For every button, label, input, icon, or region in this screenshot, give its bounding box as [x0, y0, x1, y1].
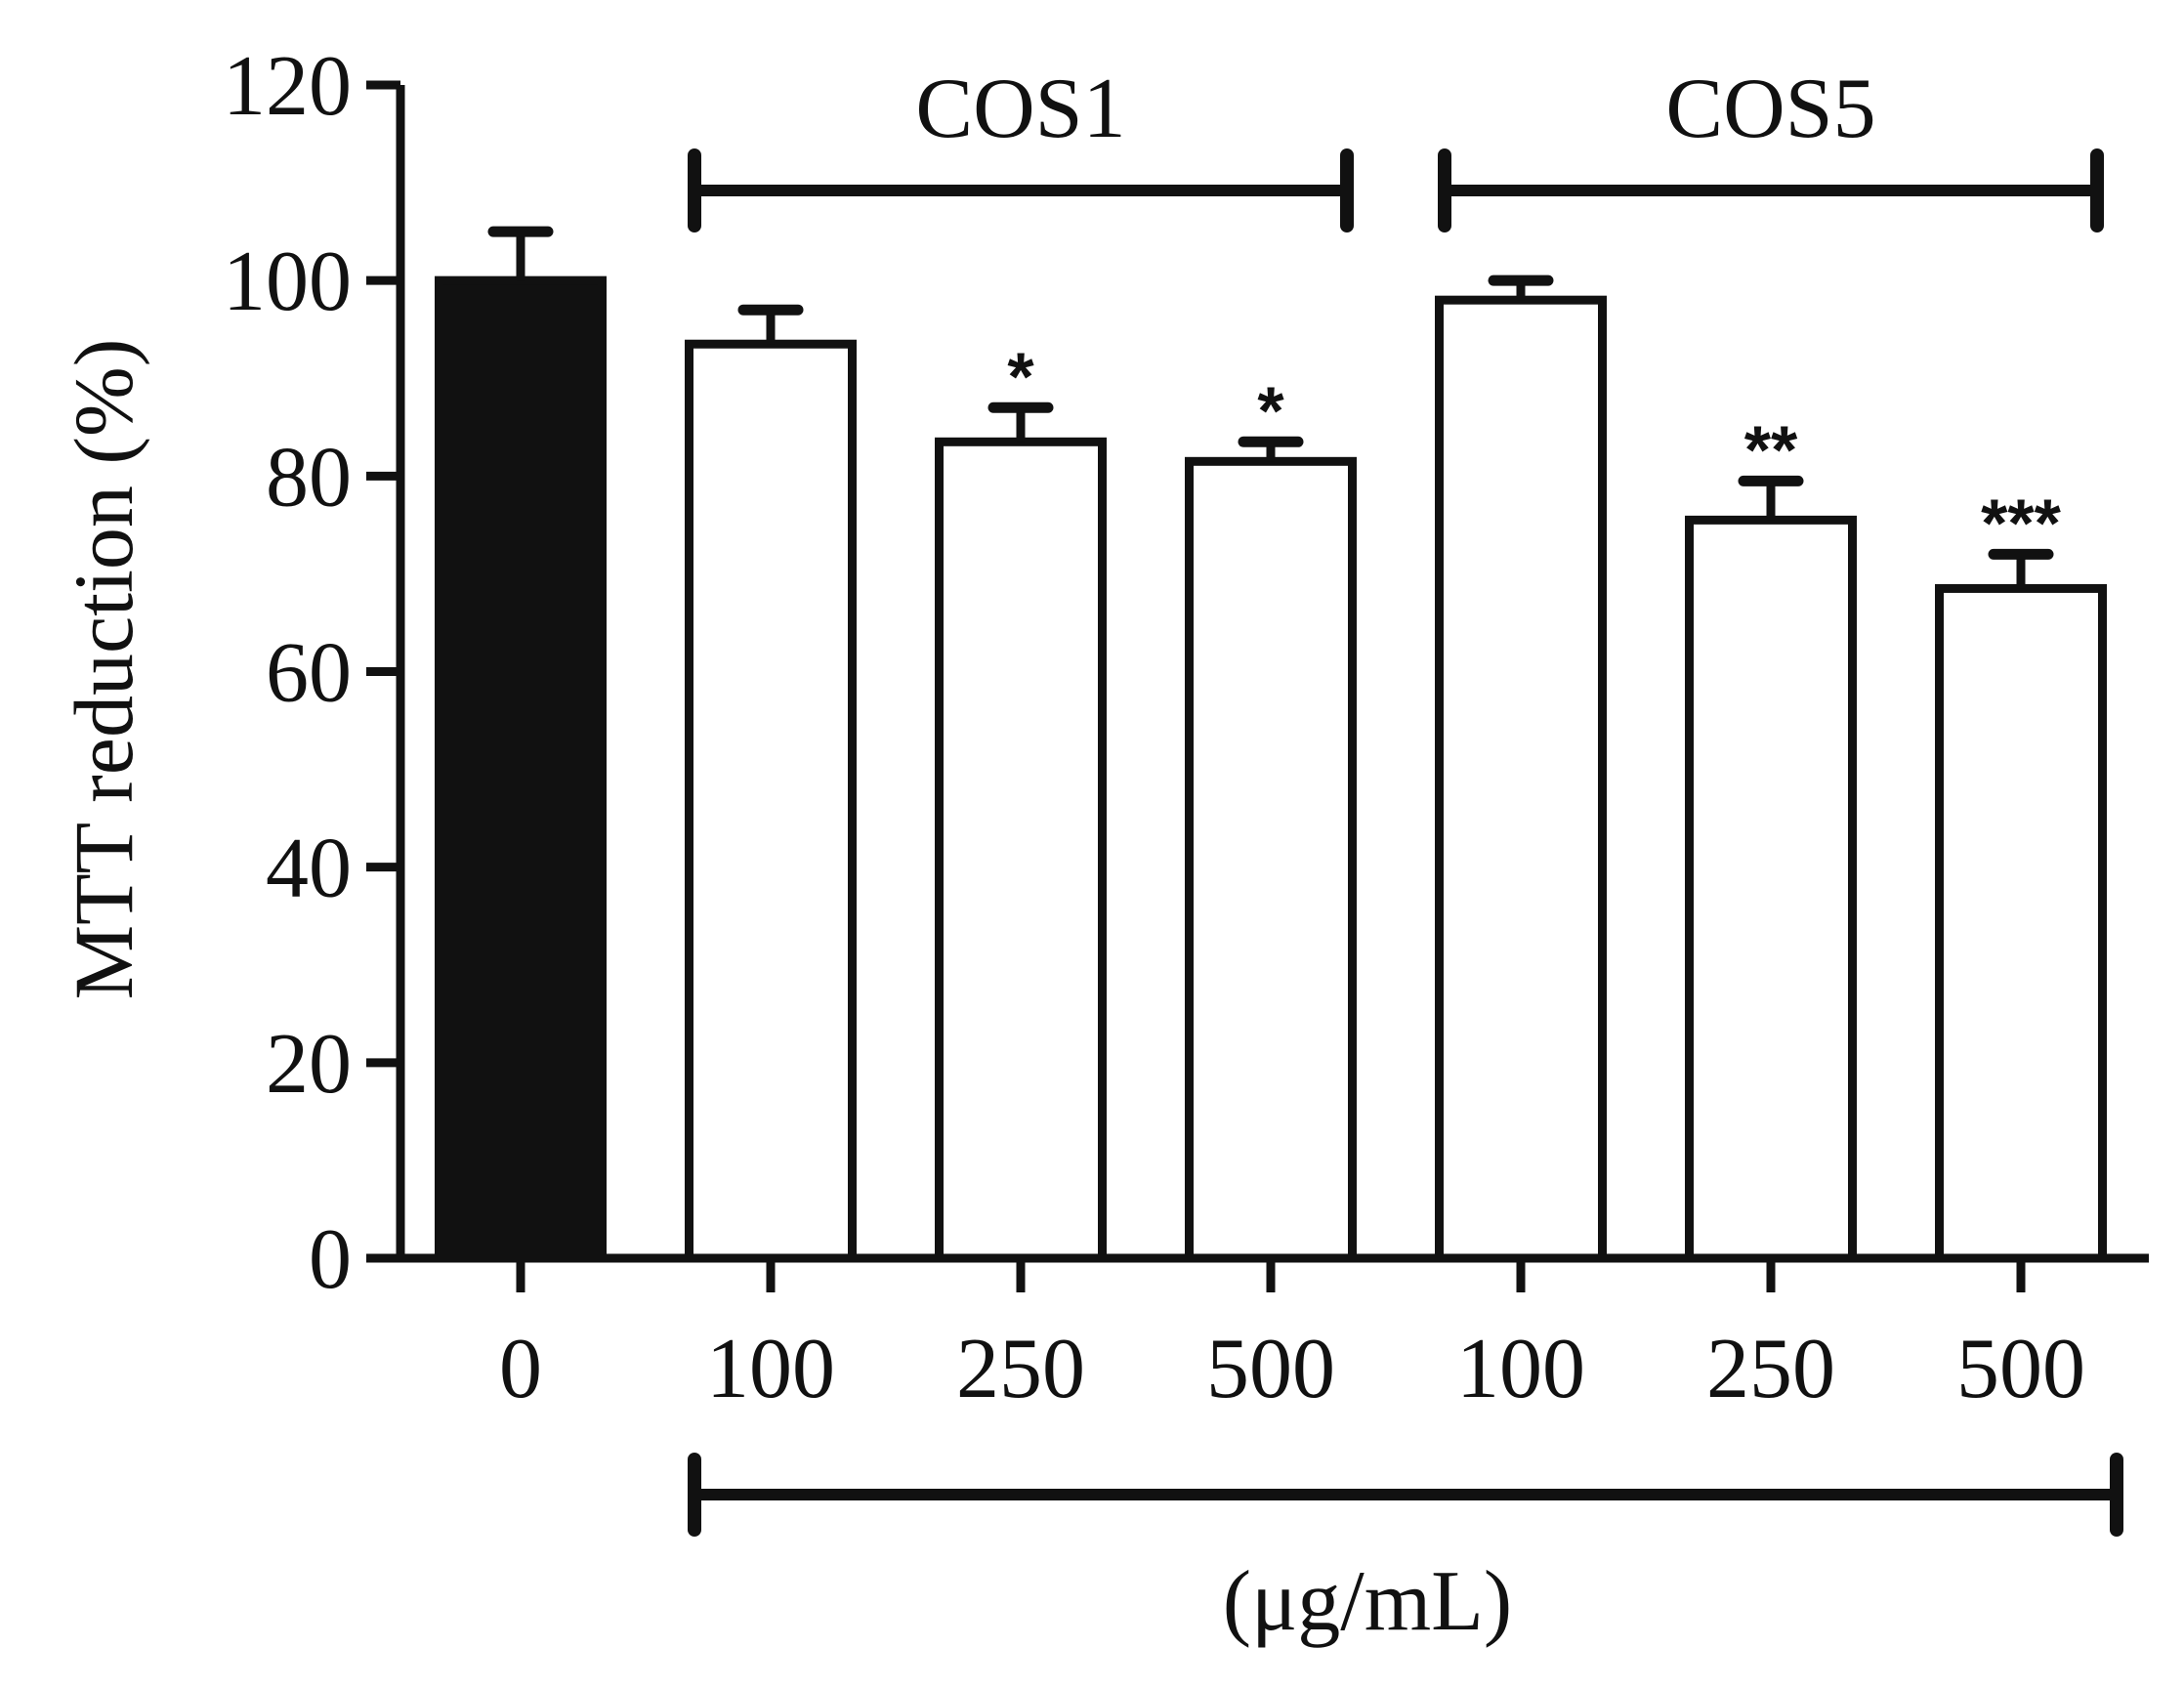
x-tick-label-6: 500: [1956, 1322, 2085, 1416]
x-tick-label-4: 100: [1456, 1322, 1585, 1416]
x-tick-label-0: 0: [499, 1322, 542, 1416]
y-tick-label-60: 60: [266, 626, 352, 721]
significance-marker-6: ***: [1981, 485, 2061, 561]
x-tick-label-5: 250: [1706, 1322, 1835, 1416]
significance-marker-5: **: [1744, 411, 1798, 487]
y-tick-label-20: 20: [266, 1017, 352, 1112]
significance-marker-3: *: [1257, 372, 1284, 448]
y-tick-label-120: 120: [223, 39, 352, 134]
bar-4: [1435, 295, 1607, 1263]
x-tick-label-1: 100: [706, 1322, 835, 1416]
bar-1: [685, 339, 857, 1263]
bar-6: [1935, 583, 2107, 1263]
group-label-cos1: COS1: [915, 62, 1125, 156]
bar-3: [1185, 456, 1357, 1263]
bar-5: [1685, 515, 1857, 1263]
bar-0: [435, 275, 607, 1263]
bar-2: [935, 437, 1107, 1263]
y-tick-label-40: 40: [266, 822, 352, 916]
y-tick-label-0: 0: [309, 1212, 352, 1307]
group-label-cos5: COS5: [1665, 62, 1875, 156]
x-tick-label-2: 250: [956, 1322, 1085, 1416]
x-axis-unit-label: (μg/mL): [1223, 1554, 1512, 1649]
y-tick-label-100: 100: [223, 234, 352, 329]
y-tick-label-80: 80: [266, 430, 352, 525]
y-axis-title: MTT reduction (%): [57, 339, 150, 1000]
significance-marker-2: *: [1007, 338, 1034, 414]
x-tick-label-3: 500: [1206, 1322, 1335, 1416]
